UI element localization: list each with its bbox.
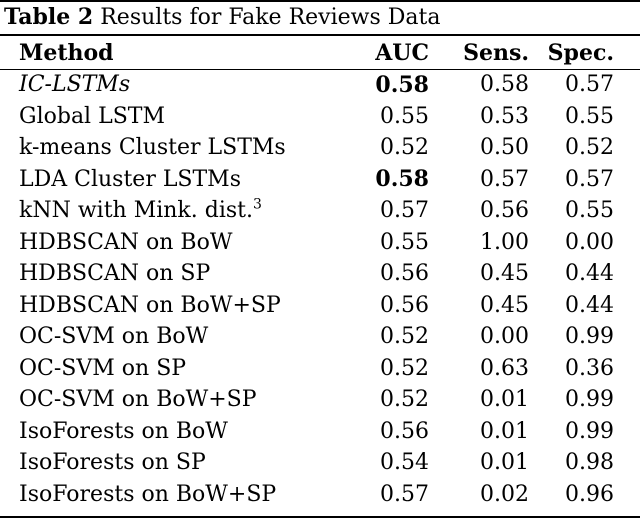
cell-auc: 0.56 (380, 292, 429, 318)
cell-sens: 0.01 (480, 418, 529, 444)
cell-spec: 0.96 (565, 481, 614, 507)
cell-auc: 0.52 (380, 135, 429, 161)
cell-auc: 0.54 (380, 450, 429, 476)
method-name: HDBSCAN on BoW (19, 229, 233, 255)
table-row: IsoForests on BoW 0.56 0.01 0.99 (0, 416, 640, 448)
table-caption-label: Table 2 (4, 4, 94, 30)
method-name: HDBSCAN on SP (19, 261, 211, 287)
cell-spec: 0.44 (565, 261, 614, 287)
cell-method: OC-SVM on BoW (0, 321, 319, 353)
cell-sens: 0.56 (480, 198, 529, 224)
table-row: OC-SVM on BoW+SP 0.52 0.01 0.99 (0, 384, 640, 416)
header-auc: AUC (375, 39, 429, 66)
table-row: HDBSCAN on SP 0.56 0.45 0.44 (0, 258, 640, 290)
table-row: OC-SVM on SP 0.52 0.63 0.36 (0, 353, 640, 385)
cell-sens: 0.00 (480, 324, 529, 350)
method-name: IsoForests on BoW+SP (19, 481, 277, 507)
cell-method: OC-SVM on BoW+SP (0, 384, 319, 416)
header-bottom-rule (0, 69, 640, 70)
method-name: LDA Cluster LSTMs (19, 166, 241, 192)
cell-spec: 0.00 (565, 229, 614, 255)
cell-spec: 0.57 (565, 166, 614, 192)
table-row: HDBSCAN on BoW+SP 0.56 0.45 0.44 (0, 290, 640, 322)
bottom-rule (0, 516, 640, 518)
table-caption: Table 2 Results for Fake Reviews Data (4, 2, 440, 33)
cell-method: Global LSTM (0, 101, 319, 133)
table-row: LDA Cluster LSTMs 0.58 0.57 0.57 (0, 164, 640, 196)
cell-method: HDBSCAN on BoW+SP (0, 290, 319, 322)
cell-spec: 0.44 (565, 292, 614, 318)
header-sens: Sens. (463, 39, 529, 66)
table-row: IsoForests on SP 0.54 0.01 0.98 (0, 447, 640, 479)
cell-sens: 0.45 (480, 261, 529, 287)
cell-sens: 0.53 (480, 103, 529, 129)
cell-sens: 0.63 (480, 355, 529, 381)
header-spec: Spec. (547, 39, 614, 66)
table-row: HDBSCAN on BoW 0.55 1.00 0.00 (0, 227, 640, 259)
method-name: OC-SVM on BoW (19, 324, 209, 350)
method-name: kNN with Mink. dist. (19, 198, 253, 224)
header-top-rule (0, 34, 640, 36)
table-row: IC-LSTMs 0.58 0.58 0.57 (0, 69, 640, 101)
cell-method: HDBSCAN on BoW (0, 227, 319, 259)
cell-method: LDA Cluster LSTMs (0, 164, 319, 196)
cell-method: IsoForests on BoW (0, 416, 319, 448)
table-row: kNN with Mink. dist.3 0.57 0.56 0.55 (0, 195, 640, 227)
cell-spec: 0.98 (565, 450, 614, 476)
cell-method: HDBSCAN on SP (0, 258, 319, 290)
table-row: OC-SVM on BoW 0.52 0.00 0.99 (0, 321, 640, 353)
table-row: Global LSTM 0.55 0.53 0.55 (0, 101, 640, 133)
cell-sens: 0.01 (480, 387, 529, 413)
method-name: HDBSCAN on BoW+SP (19, 292, 281, 318)
cell-spec: 0.52 (565, 135, 614, 161)
cell-spec: 0.55 (565, 198, 614, 224)
cell-auc: 0.55 (380, 103, 429, 129)
table-caption-text: Results for Fake Reviews Data (100, 5, 441, 30)
method-name: OC-SVM on BoW+SP (19, 387, 257, 413)
top-rule (0, 0, 640, 2)
cell-spec: 0.99 (565, 387, 614, 413)
cell-sens: 1.00 (480, 229, 529, 255)
footnote-marker: 3 (253, 196, 262, 213)
method-name: IsoForests on SP (19, 450, 206, 476)
method-name: k-means Cluster LSTMs (19, 135, 286, 161)
method-name: OC-SVM on SP (19, 355, 187, 381)
header-row: Method AUC Sens. Spec. (0, 36, 640, 69)
table-row: k-means Cluster LSTMs 0.52 0.50 0.52 (0, 132, 640, 164)
cell-sens: 0.01 (480, 450, 529, 476)
table-body: IC-LSTMs 0.58 0.58 0.57 Global LSTM 0.55 0.53 0… (0, 69, 640, 510)
cell-spec: 0.99 (565, 418, 614, 444)
cell-auc: 0.56 (380, 261, 429, 287)
method-name: IsoForests on BoW (19, 418, 228, 444)
cell-auc: 0.57 (380, 481, 429, 507)
cell-method: IsoForests on SP (0, 447, 319, 479)
cell-auc: 0.52 (380, 387, 429, 413)
results-table: Method AUC Sens. Spec. IC-LSTMs 0.58 0.58 0… (0, 36, 640, 510)
method-name: Global LSTM (19, 103, 165, 129)
cell-method: k-means Cluster LSTMs (0, 132, 319, 164)
cell-sens: 0.45 (480, 292, 529, 318)
cell-auc: 0.52 (380, 324, 429, 350)
cell-spec: 0.57 (565, 72, 614, 98)
cell-sens: 0.02 (480, 481, 529, 507)
cell-auc: 0.57 (380, 198, 429, 224)
cell-method: OC-SVM on SP (0, 353, 319, 385)
cell-method: kNN with Mink. dist.3 (0, 195, 319, 227)
cell-auc: 0.58 (375, 166, 429, 193)
cell-sens: 0.50 (480, 135, 529, 161)
cell-auc: 0.56 (380, 418, 429, 444)
cell-method: IC-LSTMs (0, 69, 319, 101)
cell-auc: 0.52 (380, 355, 429, 381)
cell-spec: 0.55 (565, 103, 614, 129)
cell-auc: 0.55 (380, 229, 429, 255)
cell-sens: 0.57 (480, 166, 529, 192)
cell-spec: 0.99 (565, 324, 614, 350)
cell-spec: 0.36 (565, 355, 614, 381)
cell-method: IsoForests on BoW+SP (0, 479, 319, 511)
method-name: IC-LSTMs (19, 72, 131, 98)
cell-auc: 0.58 (375, 71, 429, 98)
header-method: Method (19, 39, 114, 66)
table-row: IsoForests on BoW+SP 0.57 0.02 0.96 (0, 479, 640, 511)
cell-sens: 0.58 (480, 72, 529, 98)
